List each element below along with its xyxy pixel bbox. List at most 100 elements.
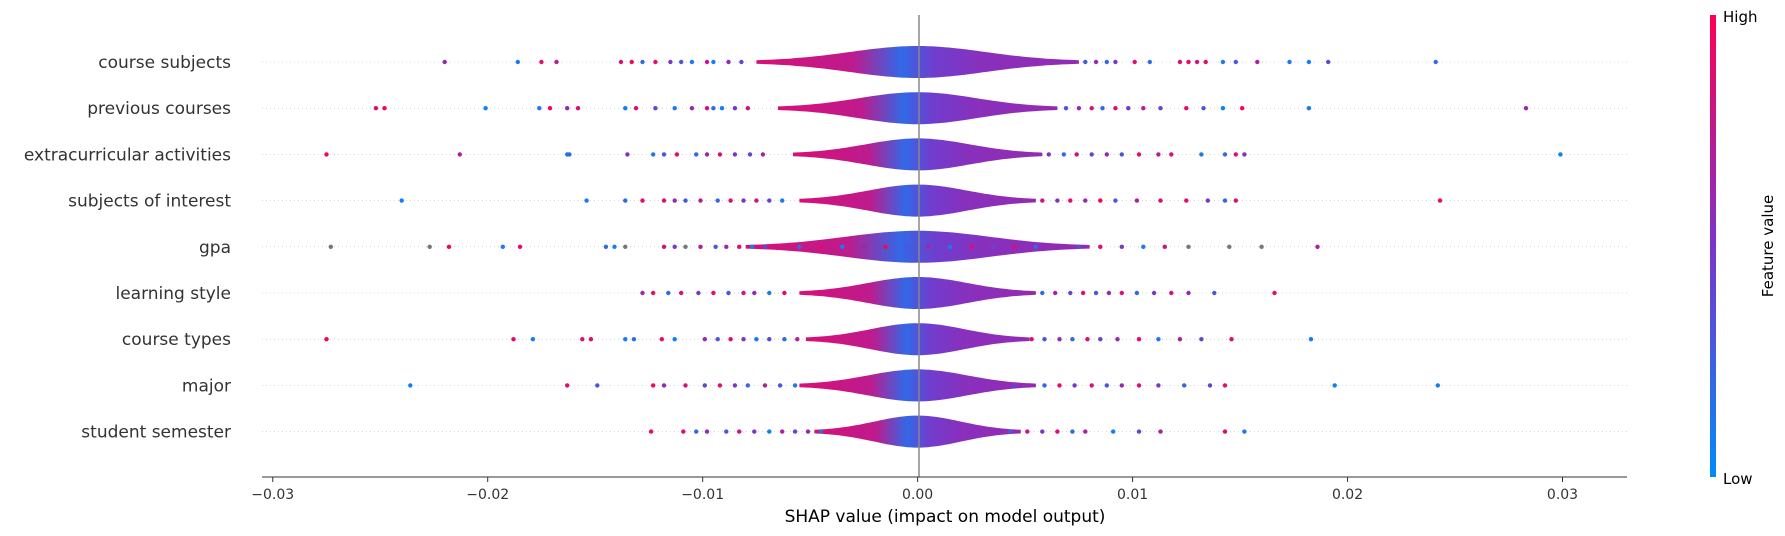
- data-point: [1089, 106, 1094, 111]
- feature-label: learning style: [115, 284, 231, 304]
- x-tick-label: 0.02: [1332, 487, 1363, 503]
- data-point: [580, 337, 585, 342]
- data-point: [537, 106, 542, 111]
- data-point: [1220, 106, 1226, 111]
- data-point: [672, 337, 677, 342]
- x-tick-label: 0.00: [902, 487, 933, 503]
- data-point: [623, 337, 628, 342]
- data-point: [612, 244, 617, 249]
- data-point: [1055, 198, 1060, 203]
- data-point: [567, 152, 572, 157]
- data-point: [715, 337, 720, 342]
- data-point: [1287, 59, 1292, 65]
- x-tick-label: −0.02: [466, 487, 509, 503]
- data-point: [1068, 290, 1073, 296]
- data-point: [1207, 383, 1213, 388]
- data-point: [653, 106, 658, 111]
- data-point: [767, 290, 772, 296]
- data-point: [732, 106, 738, 111]
- data-point: [629, 59, 634, 65]
- x-tick-label: 0.03: [1547, 487, 1578, 503]
- data-point: [1227, 244, 1232, 249]
- data-point: [661, 383, 667, 388]
- data-point: [1057, 337, 1062, 342]
- data-point: [661, 198, 667, 203]
- data-point: [1222, 152, 1228, 157]
- data-point: [754, 198, 759, 203]
- x-tick-label: −0.01: [681, 487, 724, 503]
- data-point: [672, 198, 677, 203]
- violin-shape: [745, 230, 1090, 263]
- data-point: [1233, 59, 1239, 65]
- data-point: [797, 244, 802, 249]
- data-point: [500, 244, 505, 249]
- data-point: [883, 244, 888, 249]
- data-point: [1194, 59, 1200, 65]
- data-point: [717, 383, 723, 388]
- data-point: [1042, 337, 1047, 342]
- data-point: [1240, 106, 1245, 111]
- data-point: [651, 383, 656, 388]
- data-point: [1233, 152, 1239, 157]
- feature-row: previous courses: [87, 92, 1627, 125]
- data-point: [747, 152, 753, 157]
- data-point: [668, 59, 673, 65]
- colorbar-title: Feature value: [1759, 195, 1777, 297]
- data-point: [795, 337, 800, 342]
- data-point: [704, 106, 710, 111]
- data-point: [724, 244, 729, 249]
- data-point: [947, 244, 953, 249]
- data-point: [1106, 290, 1112, 296]
- data-point: [1205, 198, 1211, 203]
- data-point: [767, 198, 772, 203]
- data-point: [1326, 59, 1331, 65]
- data-point: [1201, 106, 1206, 111]
- data-point: [711, 290, 716, 296]
- colorbar: High Low Feature value: [1710, 8, 1777, 488]
- data-point: [554, 59, 559, 65]
- data-point: [1272, 290, 1277, 296]
- data-point: [782, 290, 787, 296]
- data-point: [1332, 383, 1337, 388]
- data-point: [1040, 198, 1045, 203]
- feature-label: previous courses: [87, 99, 231, 119]
- data-point: [1119, 383, 1125, 388]
- data-point: [640, 290, 645, 296]
- feature-label: student semester: [81, 423, 231, 443]
- data-point: [1186, 244, 1191, 249]
- data-point: [1136, 429, 1142, 434]
- data-point: [711, 106, 716, 111]
- feature-row: course types: [122, 323, 1627, 356]
- data-point: [399, 198, 404, 203]
- data-point: [623, 198, 628, 203]
- data-point: [1093, 59, 1099, 65]
- data-point: [575, 106, 581, 111]
- data-point: [1222, 383, 1228, 388]
- data-point: [1242, 152, 1247, 157]
- data-point: [1199, 337, 1204, 342]
- data-point: [777, 383, 783, 388]
- data-point: [840, 244, 845, 249]
- data-point: [1141, 106, 1146, 111]
- data-point: [651, 152, 656, 157]
- feature-label: major: [182, 376, 231, 396]
- x-axis-title: SHAP value (impact on model output): [785, 507, 1106, 527]
- data-point: [1156, 383, 1161, 388]
- x-tick-label: 0.01: [1117, 487, 1148, 503]
- data-point: [1222, 198, 1228, 203]
- data-point: [694, 152, 699, 157]
- data-point: [1134, 198, 1140, 203]
- colorbar-high-label: High: [1723, 8, 1757, 26]
- data-point: [1233, 198, 1239, 203]
- data-point: [1136, 152, 1142, 157]
- data-point: [618, 59, 624, 65]
- data-point: [749, 244, 755, 249]
- data-point: [792, 383, 798, 388]
- data-point: [1063, 106, 1069, 111]
- data-point: [625, 152, 630, 157]
- data-point: [1098, 337, 1103, 342]
- data-point: [767, 337, 772, 342]
- data-point: [595, 383, 600, 388]
- data-point: [1007, 429, 1013, 434]
